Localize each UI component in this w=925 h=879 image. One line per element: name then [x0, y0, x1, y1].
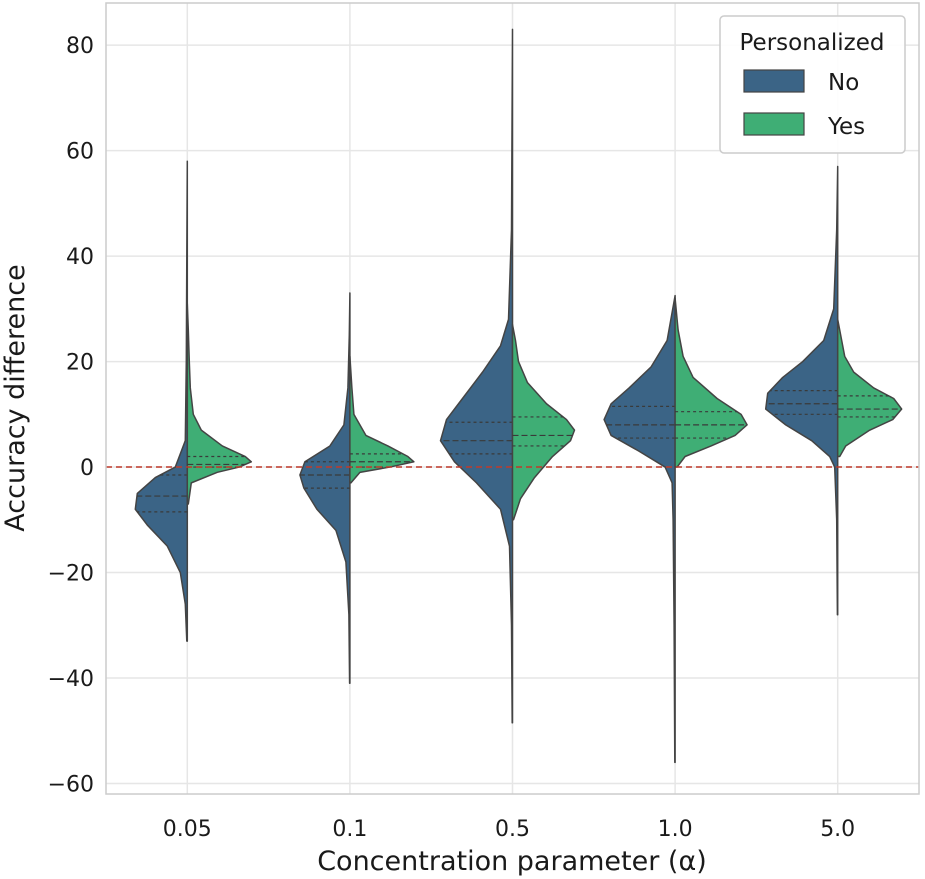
violin-yes-0.5 — [511, 323, 576, 521]
legend-title: Personalized — [740, 30, 885, 56]
y-tick-label: 80 — [66, 34, 94, 59]
violin-yes-0.05 — [186, 302, 253, 505]
x-tick-labels: 0.05 0.1 0.5 1.0 5.0 — [163, 817, 855, 842]
violin-no-0.5 — [439, 28, 514, 724]
x-tick-label: 0.05 — [163, 817, 212, 842]
violin-no-0.05 — [134, 160, 189, 642]
x-tick-label: 5.0 — [820, 817, 855, 842]
violin-yes-5.0 — [836, 318, 903, 458]
x-axis-title: Concentration parameter (α) — [317, 846, 707, 877]
y-tick-label: −60 — [48, 772, 94, 797]
y-tick-labels: −60 −40 −20 0 20 40 60 80 — [48, 34, 94, 797]
y-tick-label: −20 — [48, 562, 94, 587]
violins — [134, 28, 903, 764]
y-tick-label: 60 — [66, 140, 94, 165]
legend-label-yes: Yes — [827, 114, 865, 140]
legend: Personalized No Yes — [719, 15, 906, 154]
x-tick-label: 1.0 — [658, 817, 693, 842]
violin-yes-0.1 — [349, 355, 415, 484]
legend-swatch-yes — [743, 112, 805, 136]
y-axis-title: Accuracy difference — [0, 264, 31, 531]
legend-label-no: No — [828, 70, 859, 96]
y-tick-label: 20 — [66, 351, 94, 376]
y-tick-label: 0 — [80, 456, 94, 481]
violin-no-1.0 — [603, 294, 676, 764]
plot-frame — [105, 2, 920, 795]
x-tick-label: 0.5 — [495, 817, 530, 842]
legend-swatch-no — [743, 69, 805, 93]
x-tick-label: 0.1 — [332, 817, 367, 842]
y-tick-label: 40 — [66, 245, 94, 270]
y-tick-label: −40 — [48, 667, 94, 692]
